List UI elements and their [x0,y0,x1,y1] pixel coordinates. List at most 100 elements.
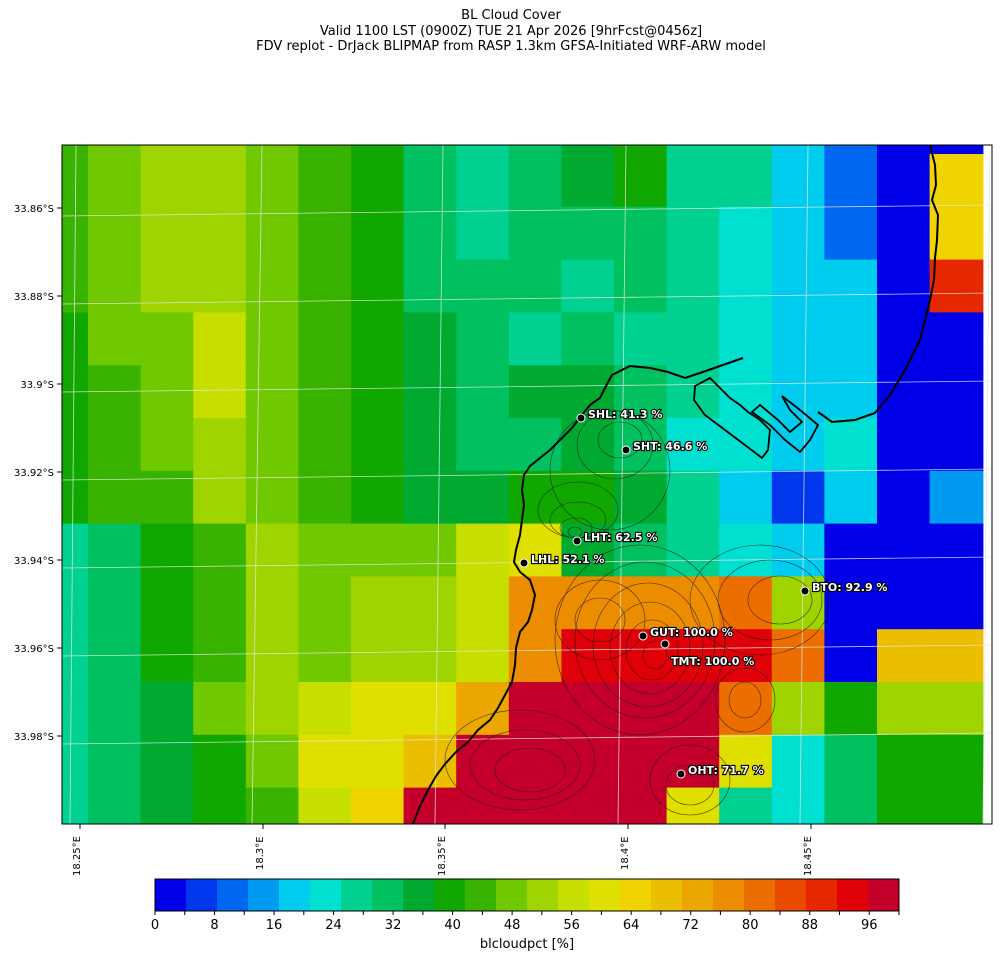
station-sht[interactable]: SHT: 46.6 % [621,439,708,455]
heatmap-cell [62,576,89,631]
heatmap-cell [771,787,826,824]
heatmap-cell [193,470,247,525]
station-label: TMT: 100.0 % [671,655,754,668]
heatmap-cell [877,470,931,525]
heatmap-cell [824,629,879,684]
heatmap-cell [614,682,668,736]
parallel-line [62,292,992,305]
heatmap-cell [351,154,405,208]
contour-line [665,764,715,806]
heatmap-cell [62,145,89,155]
heatmap-cell [298,734,353,789]
station-label: BTO: 92.9 % [812,581,887,594]
heatmap-cell [561,145,616,155]
colorbar-segment [620,879,652,911]
colorbar-tick-label: 0 [151,918,159,933]
heatmap-cell [666,145,721,155]
station-shl[interactable]: SHL: 41.3 % [576,407,663,423]
heatmap-cell [929,470,984,525]
heatmap-cell [62,682,89,736]
heatmap-cell [771,576,826,631]
heatmap-cell [88,312,142,367]
heatmap-cell [298,206,353,261]
station-oht[interactable]: OHT: 71.7 % [676,763,765,779]
colorbar-segment [527,879,559,911]
colorbar-segment [558,879,590,911]
heatmap-cell [298,312,353,367]
colorbar-segment [279,879,311,911]
heatmap-cell [877,365,931,420]
colorbar-segment [589,879,621,911]
heatmap-cell [351,787,405,824]
contour-line [649,744,731,816]
station-lht[interactable]: LHT: 62.5 % [572,530,658,546]
station-lhl[interactable]: LHL: 52.1 % [519,552,606,568]
heatmap-cell [351,365,405,420]
heatmap-cell [62,312,89,367]
map-frame [61,144,993,825]
terrain-contours [444,409,831,816]
heatmap-cell [561,470,616,525]
harbour-outline [693,376,771,460]
heatmap-cell [719,259,773,314]
colorbar-ticks: 0 8 16 24 32 40 48 56 64 72 80 88 96 [151,911,900,933]
heatmap-cell [719,629,773,684]
heatmap-cell [824,787,879,824]
station-dot [519,558,529,568]
heatmap-cell [508,682,563,736]
heatmap-cell [877,787,931,824]
meridian-line [434,145,444,824]
lon-label: 18.35°E [437,836,448,876]
heatmap-cell [140,154,195,208]
contour-line [554,544,726,736]
heatmap-cell [456,734,510,789]
heatmap-cell [508,470,563,525]
heatmap-cell [771,682,826,736]
heatmap-cell [456,206,510,261]
heatmap-cell [62,787,89,824]
heatmap-cell [298,418,353,472]
heatmap-cell [88,682,142,736]
heatmap-cell [719,154,773,208]
heatmap-cell [456,523,510,578]
heatmap-cell [719,576,773,631]
heatmap-cell [666,312,721,367]
heatmap-cell [140,145,195,155]
heatmap-cell [351,312,405,367]
heatmap-cell [877,418,931,472]
colorbar-segment [651,879,683,911]
heatmap-cell [193,787,247,824]
heatmap-cell [193,576,247,631]
heatmap-cell [298,629,353,684]
colorbar-segment [465,879,497,911]
heatmap-cell [877,682,931,736]
heatmap-cell [351,470,405,525]
heatmap-cell [140,470,195,525]
meridian-line [251,145,263,824]
contour-line [714,667,776,733]
heatmap-cell [298,365,353,420]
contour-line [469,729,581,801]
colorbar-segment [310,879,342,911]
heatmap-cell [140,259,195,314]
heatmap-cell [561,787,616,824]
heatmap-cell [508,629,563,684]
station-gut[interactable]: GUT: 100.0 % [638,625,734,641]
heatmap-cell [824,576,879,631]
heatmap-cell [929,154,984,208]
heatmap-cell [877,206,931,261]
heatmap-cell [140,523,195,578]
colorbar-tick-label: 64 [623,918,640,933]
heatmap-cell [456,629,510,684]
station-tmt[interactable]: TMT: 100.0 % [660,639,755,669]
heatmap-cell [771,154,826,208]
graticule [62,145,992,824]
heatmap-cell [88,418,142,472]
heatmap-cell [771,523,826,578]
station-bto[interactable]: BTO: 92.9 % [800,580,889,596]
colorbar-segment [434,879,466,911]
station-dot [660,639,670,649]
heatmap-cell [88,787,142,824]
contour-line [592,582,704,708]
heatmap-cell [771,312,826,367]
